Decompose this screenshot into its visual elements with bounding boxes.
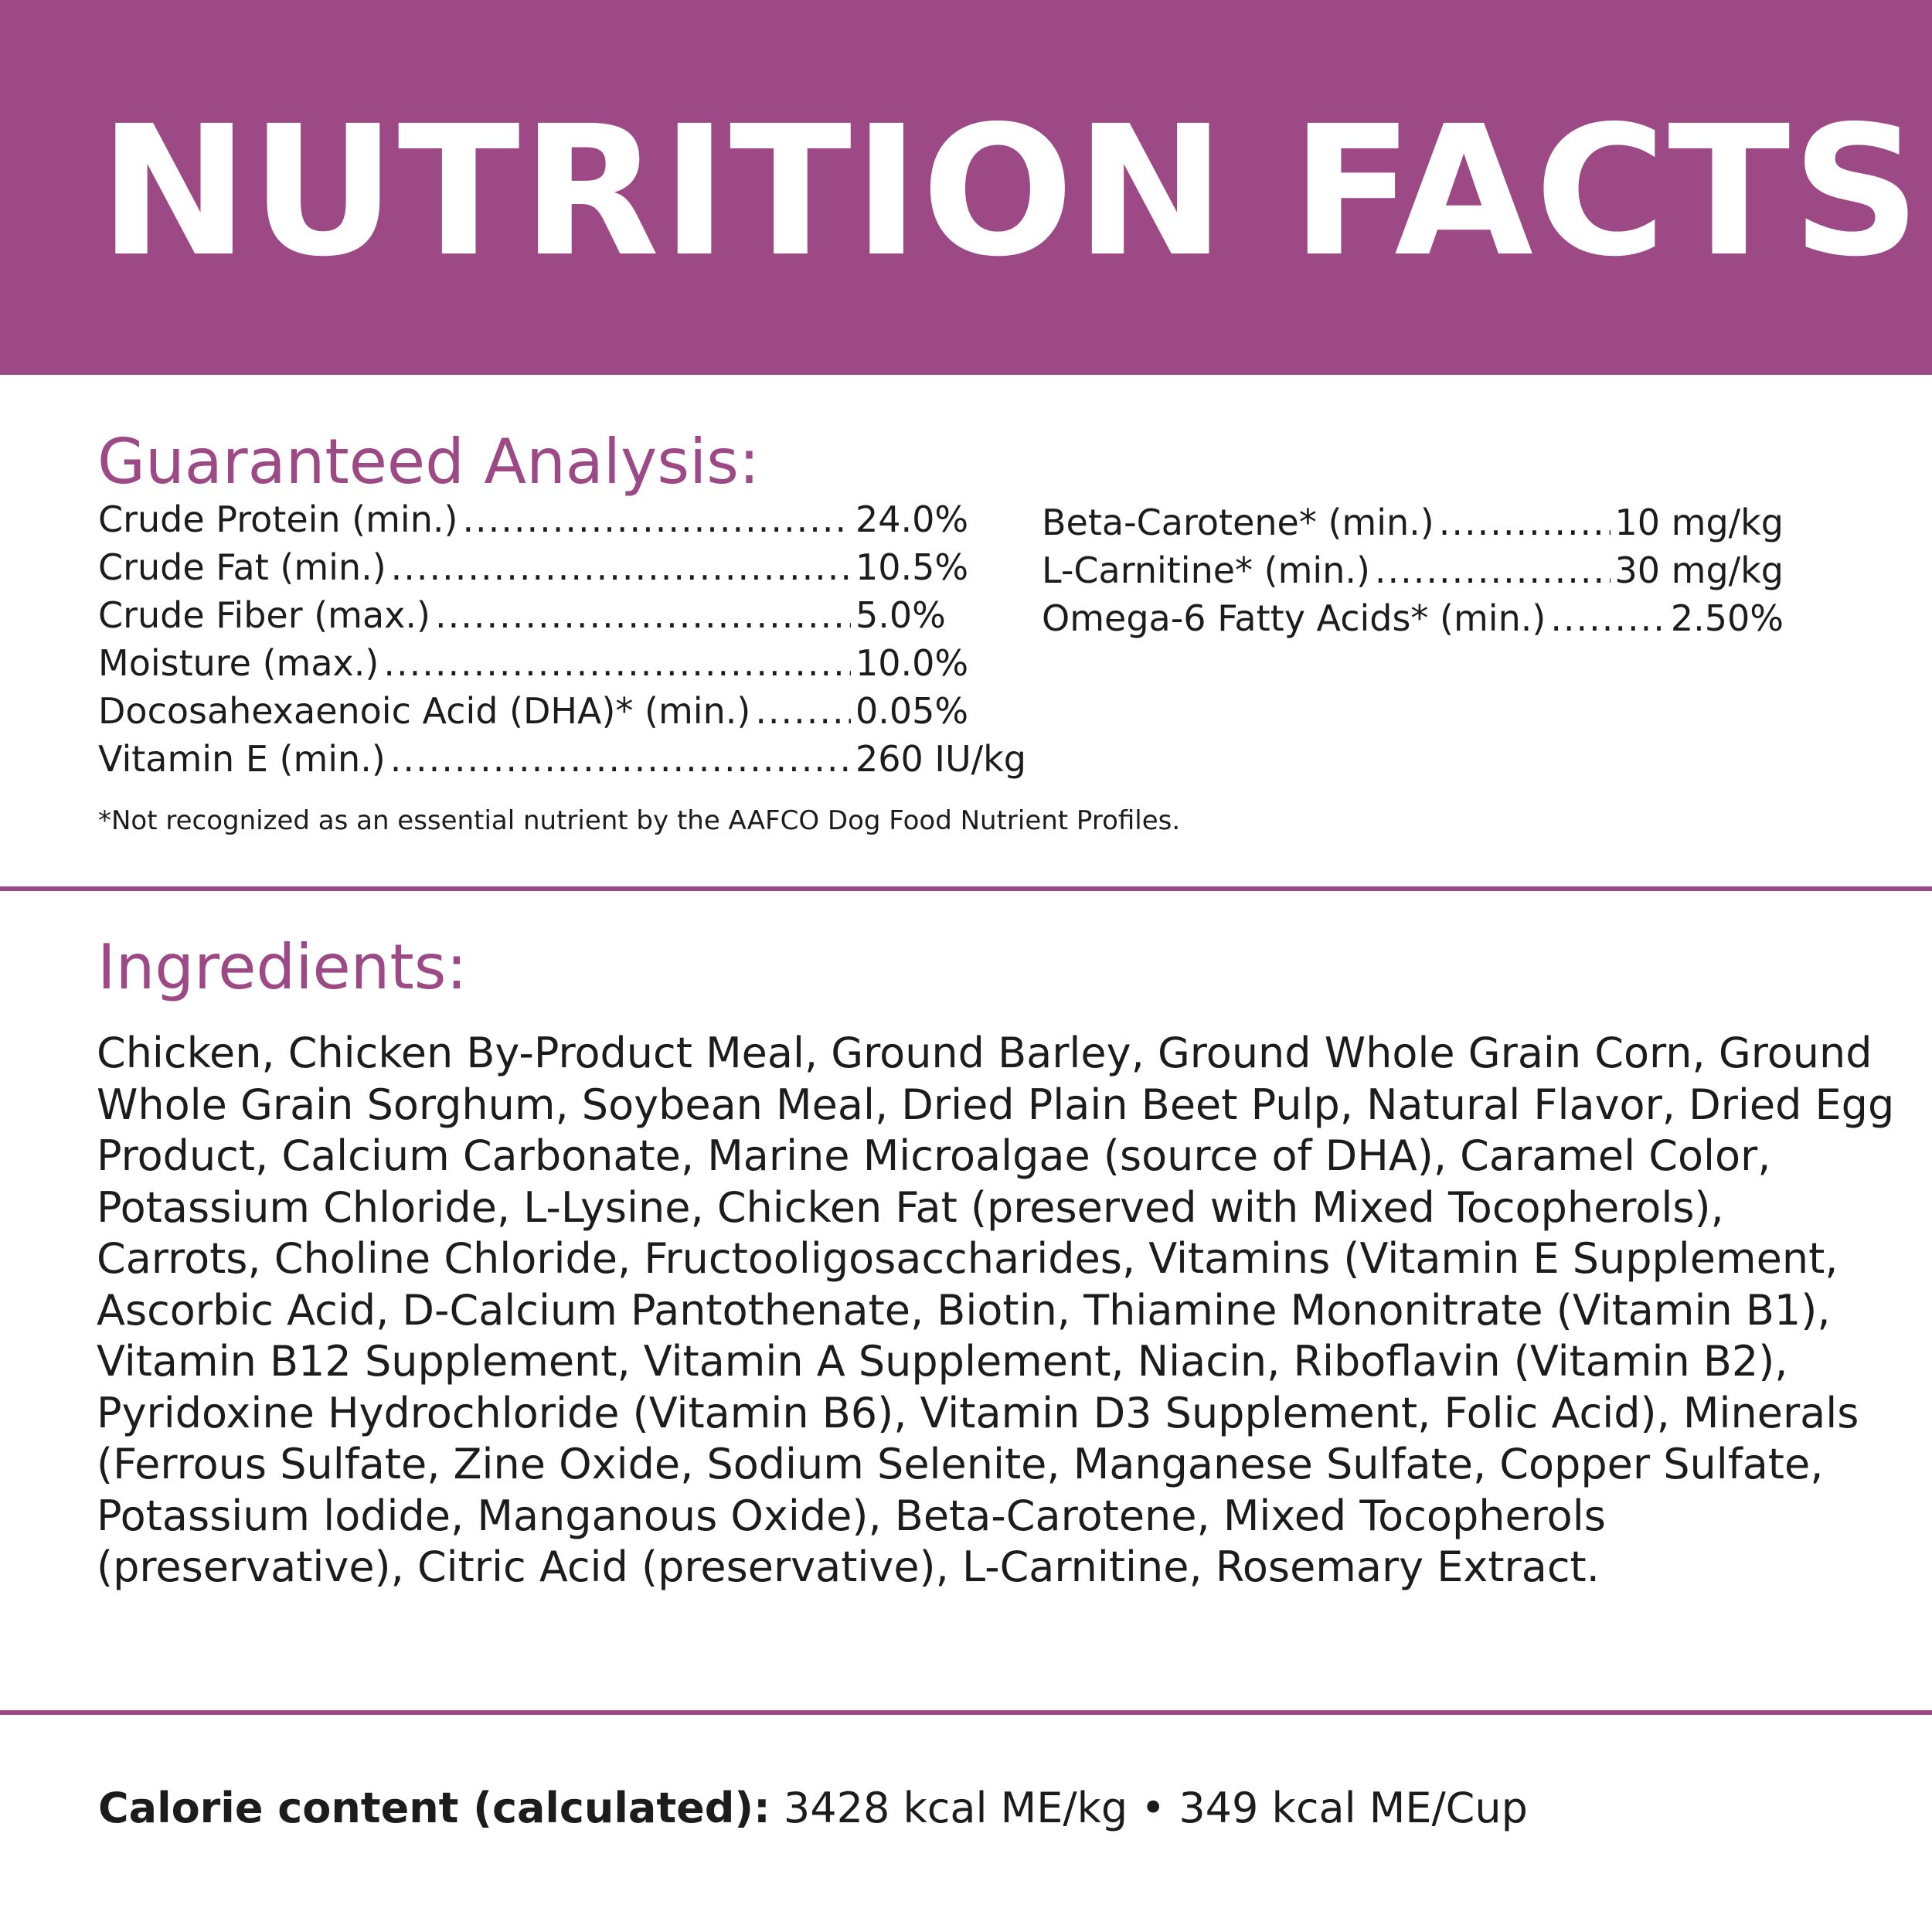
nutrient-label: L-Carnitine* (min.) [1042, 549, 1370, 591]
nutrient-row-crude-protein: Crude Protein (min.) ...................… [98, 495, 1033, 543]
leader-dots: ........................................… [383, 642, 851, 684]
aafco-footnote: *Not recognized as an essential nutrient… [98, 805, 1181, 836]
nutrient-label: Vitamin E (min.) [98, 738, 386, 780]
nutrient-value: 30 mg/kg [1614, 549, 1784, 591]
header-banner: NUTRITION FACTS [0, 0, 1932, 375]
leader-dots: ........................................… [1550, 597, 1666, 639]
leader-dots: ........................................… [755, 690, 851, 732]
nutrient-label: Crude Fat (min.) [98, 546, 386, 588]
nutrient-value: 0.05% [855, 690, 969, 732]
calorie-content: Calorie content (calculated): 3428 kcal … [98, 1781, 1528, 1835]
guaranteed-analysis-left-list: Crude Protein (min.) ...................… [98, 495, 1033, 783]
nutrient-label: Omega-6 Fatty Acids* (min.) [1042, 597, 1546, 639]
nutrient-value: 2.50% [1670, 597, 1784, 639]
nutrient-row-l-carnitine: L-Carnitine* (min.) ....................… [1042, 546, 1784, 594]
nutrient-label: Docosahexaenoic Acid (DHA)* (min.) [98, 690, 751, 732]
nutrient-row-moisture: Moisture (max.) ........................… [98, 639, 1033, 687]
nutrient-row-dha: Docosahexaenoic Acid (DHA)* (min.) .....… [98, 687, 1033, 735]
nutrient-value: 5.0% [855, 594, 946, 636]
nutrient-value: 10 mg/kg [1614, 502, 1784, 543]
leader-dots: ........................................… [1374, 549, 1611, 591]
leader-dots: ........................................… [390, 546, 851, 588]
nutrient-label: Crude Fiber (max.) [98, 594, 430, 636]
nutrient-label: Moisture (max.) [98, 642, 379, 684]
page-title: NUTRITION FACTS [99, 87, 1923, 296]
nutrient-row-omega-6: Omega-6 Fatty Acids* (min.) ............… [1042, 594, 1784, 642]
nutrient-label: Crude Protein (min.) [98, 498, 458, 540]
nutrient-value: 260 IU/kg [855, 738, 1026, 780]
ingredients-list: Chicken, Chicken By-Product Meal, Ground… [97, 1029, 1895, 1591]
guaranteed-analysis-right-list: Beta-Carotene* (min.) ..................… [1042, 498, 1784, 642]
nutrient-label: Beta-Carotene* (min.) [1042, 502, 1434, 543]
leader-dots: ........................................… [462, 498, 851, 540]
section-divider [0, 1710, 1932, 1715]
nutrient-row-vitamin-e: Vitamin E (min.) .......................… [98, 735, 1033, 783]
leader-dots: ........................................… [389, 738, 851, 780]
nutrient-row-crude-fiber: Crude Fiber (max.) .....................… [98, 591, 1033, 639]
leader-dots: ........................................… [434, 594, 851, 636]
nutrient-row-crude-fat: Crude Fat (min.) .......................… [98, 543, 1033, 591]
calorie-value: 3428 kcal ME/kg • 349 kcal ME/Cup [783, 1784, 1528, 1832]
nutrient-value: 10.5% [855, 546, 969, 588]
nutrient-value: 24.0% [855, 498, 969, 540]
nutrient-value: 10.0% [855, 642, 969, 684]
guaranteed-analysis-heading: Guaranteed Analysis: [97, 426, 760, 498]
leader-dots: ........................................… [1438, 502, 1611, 543]
section-divider [0, 886, 1932, 891]
ingredients-heading: Ingredients: [97, 931, 468, 1003]
nutrient-row-beta-carotene: Beta-Carotene* (min.) ..................… [1042, 498, 1784, 546]
calorie-label: Calorie content (calculated): [98, 1784, 770, 1832]
